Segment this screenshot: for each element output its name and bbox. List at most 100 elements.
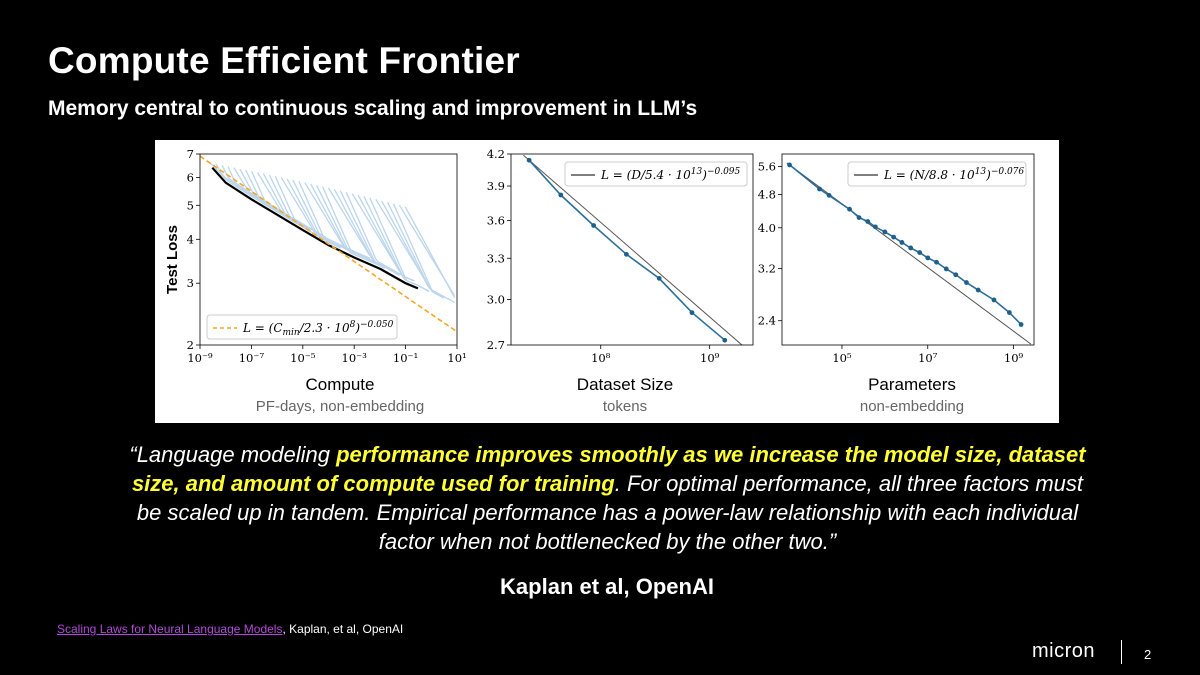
y-tick-label: 2.7 bbox=[487, 338, 505, 352]
scaling-law-figure: 2 3 4 5 6 7 10⁻⁹ 10⁻⁷ 10⁻⁵ 10⁻³ 10⁻¹ 10¹ Compute PF-d… bbox=[155, 140, 1059, 423]
plot-area bbox=[200, 155, 457, 333]
y-tick-label: 5.6 bbox=[758, 160, 776, 174]
learning-curve bbox=[392, 203, 444, 299]
data-point bbox=[899, 240, 905, 245]
x-tick-label: 10⁻⁹ bbox=[187, 351, 213, 365]
data-point bbox=[558, 192, 564, 198]
data-point bbox=[865, 219, 871, 224]
legend-box bbox=[564, 161, 748, 187]
slide-title: Compute Efficient Frontier bbox=[48, 40, 520, 81]
legend: L = (D/5.4 · 1013)−0.095 bbox=[564, 161, 748, 187]
y-tick-label: 3.0 bbox=[487, 292, 505, 306]
x-tick-label: 10⁹ bbox=[1004, 351, 1024, 365]
x-axis-label: Parameters bbox=[868, 375, 956, 394]
fit-line bbox=[200, 155, 457, 333]
data-point bbox=[991, 297, 997, 303]
x-tick-label: 10⁻⁵ bbox=[290, 351, 316, 365]
data-point bbox=[656, 275, 662, 281]
x-axis-sublabel: tokens bbox=[603, 398, 647, 415]
data-point bbox=[891, 234, 897, 240]
y-tick-label: 7 bbox=[187, 147, 194, 161]
learning-curve bbox=[310, 183, 371, 259]
scaling-law-charts: 2 3 4 5 6 7 10⁻⁹ 10⁻⁷ 10⁻⁵ 10⁻³ 10⁻¹ 10¹ Compute PF-d… bbox=[164, 147, 1035, 415]
y-tick-label: 2 bbox=[187, 338, 194, 352]
data-point bbox=[934, 259, 939, 265]
data-point bbox=[826, 192, 832, 198]
x-tick-label: 10⁵ bbox=[832, 351, 852, 365]
y-tick-label: 4.2 bbox=[487, 147, 505, 161]
learning-curve bbox=[387, 202, 430, 287]
plot-area bbox=[523, 154, 743, 345]
data-point bbox=[847, 206, 852, 212]
legend-label: L = (Cmin/2.3 · 108)−0.050 bbox=[242, 320, 394, 338]
y-tick-label: 6 bbox=[187, 171, 194, 185]
y-tick-label: 2.4 bbox=[758, 314, 776, 328]
legend-box bbox=[206, 314, 398, 340]
data-point bbox=[787, 162, 792, 168]
learning-curve bbox=[327, 187, 371, 256]
quote-author: Kaplan et al, OpenAI bbox=[500, 574, 714, 599]
legend-label: L = (N/8.8 · 1013)−0.076 bbox=[883, 167, 1024, 182]
slide-subtitle: Memory central to continuous scaling and… bbox=[48, 97, 698, 120]
y-tick-label: 3.9 bbox=[487, 179, 505, 193]
x-axis-label: Dataset Size bbox=[577, 375, 673, 394]
legend: L = (Cmin/2.3 · 108)−0.050 bbox=[206, 314, 398, 340]
plot-area bbox=[786, 162, 1032, 345]
quote-highlight: performance improves smoothly as we incr… bbox=[131, 442, 1086, 496]
data-point bbox=[872, 224, 878, 230]
learning-curve bbox=[304, 182, 356, 254]
y-tick-label: 4 bbox=[187, 232, 194, 246]
chart-panel-1: 2 3 4 5 6 7 10⁻⁹ 10⁻⁷ 10⁻⁵ 10⁻³ 10⁻¹ 10¹ Compute PF-d… bbox=[164, 147, 467, 415]
axes-frame bbox=[781, 153, 1035, 346]
learning-curve bbox=[280, 177, 341, 249]
learning-curve bbox=[404, 206, 456, 298]
y-tick-label: 5 bbox=[187, 198, 194, 212]
x-axis-sublabel: PF-days, non-embedding bbox=[256, 398, 424, 415]
data-point bbox=[943, 266, 949, 272]
legend-label: L = (D/5.4 · 1013)−0.095 bbox=[600, 167, 741, 182]
y-tick-label: 3.6 bbox=[487, 214, 505, 228]
learning-curve bbox=[233, 167, 312, 231]
quote-rest: . For optimal performance, all three fac… bbox=[136, 471, 1084, 554]
x-tick-label: 10¹ bbox=[447, 351, 466, 365]
data-point bbox=[882, 229, 888, 235]
chart-panel-3: 2.4 3.2 4.0 4.8 5.6 10⁵ 10⁷ 10⁹ Parameters non-em… bbox=[758, 153, 1035, 415]
data-point bbox=[623, 251, 629, 257]
micron-logo: micron bbox=[1032, 640, 1096, 662]
x-tick-label: 10⁷ bbox=[918, 351, 938, 365]
learning-curves bbox=[209, 162, 456, 303]
chart-panel-2: 2.7 3.0 3.3 3.6 3.9 4.2 10⁸ 10⁹ Dataset Size toke… bbox=[487, 147, 754, 415]
data-line bbox=[528, 159, 726, 341]
learning-curve bbox=[298, 181, 341, 249]
x-axis-sublabel: non-embedding bbox=[860, 398, 964, 415]
fit-line bbox=[786, 162, 1032, 345]
data-point bbox=[964, 280, 969, 285]
data-point bbox=[856, 215, 862, 220]
legend: L = (N/8.8 · 1013)−0.076 bbox=[847, 161, 1027, 187]
learning-curve bbox=[274, 175, 326, 238]
paper-link[interactable]: Scaling Laws for Neural Language Models bbox=[57, 622, 283, 636]
page-number: 2 bbox=[1144, 647, 1152, 662]
efficient-frontier bbox=[211, 166, 419, 290]
legend-box bbox=[847, 161, 1027, 187]
data-point bbox=[917, 250, 923, 255]
reference: Scaling Laws for Neural Language Models,… bbox=[57, 622, 403, 636]
data-point bbox=[925, 255, 931, 261]
learning-curve bbox=[357, 194, 400, 272]
fit-line bbox=[523, 154, 743, 345]
data-line bbox=[789, 164, 1022, 326]
data-point bbox=[526, 157, 532, 163]
data-point bbox=[975, 287, 981, 293]
y-tick-label: 3.3 bbox=[487, 251, 505, 265]
learning-curve bbox=[333, 189, 385, 269]
learning-curve bbox=[286, 178, 356, 255]
y-tick-label: 3 bbox=[187, 276, 194, 290]
quote-open: “Language modeling bbox=[129, 442, 337, 467]
data-point bbox=[591, 223, 597, 228]
reference-rest: , Kaplan, et al, OpenAI bbox=[282, 622, 404, 636]
data-point bbox=[1006, 310, 1012, 315]
y-tick-label: 4.8 bbox=[758, 188, 776, 202]
x-tick-label: 10⁻³ bbox=[342, 351, 368, 365]
axes-frame bbox=[199, 153, 458, 346]
learning-curve bbox=[381, 200, 455, 303]
